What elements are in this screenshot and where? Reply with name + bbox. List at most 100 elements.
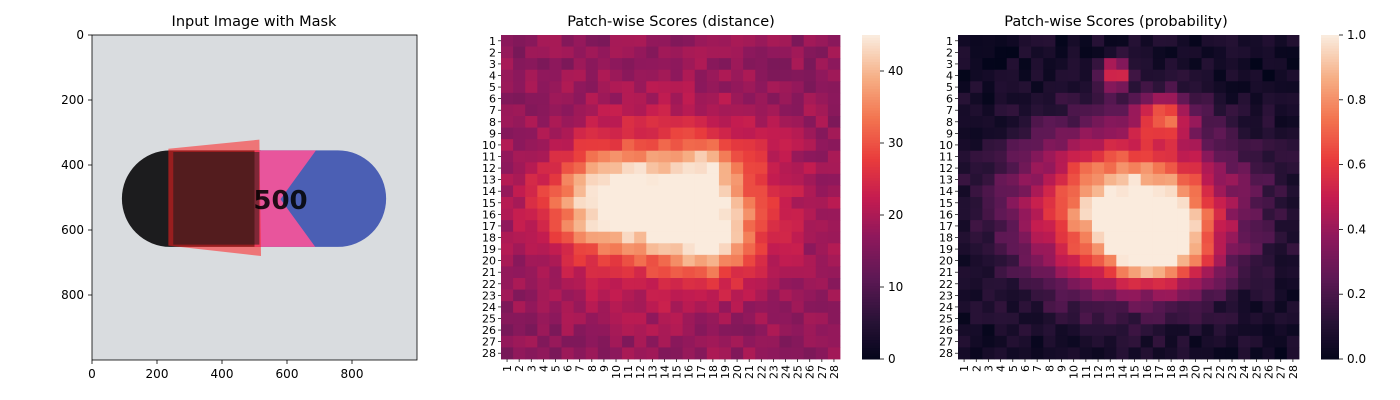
heatmap-cell — [718, 92, 732, 105]
colorbar-segment — [1321, 202, 1339, 206]
heatmap-cell — [513, 324, 526, 337]
heatmap-cell — [670, 243, 684, 256]
colorbar-segment — [1321, 167, 1339, 171]
heatmap-cell — [537, 162, 550, 175]
heatmap-cell — [1177, 324, 1190, 337]
heatmap-cell — [1031, 81, 1044, 94]
heatmap-cell — [513, 231, 526, 244]
heatmap-cell — [731, 173, 744, 186]
col-tick-label: 20 — [731, 365, 744, 379]
heatmap-cell — [1043, 162, 1056, 175]
heatmap-cell — [1067, 150, 1081, 163]
heatmap-cell — [1140, 197, 1154, 209]
heatmap-cell — [767, 301, 780, 314]
heatmap-cell — [573, 162, 587, 175]
heatmap-cell — [1116, 139, 1129, 152]
heatmap-cell — [609, 312, 623, 325]
heatmap-cell — [561, 301, 575, 314]
heatmap-cell — [1177, 58, 1190, 71]
heatmap-cell — [1104, 197, 1117, 209]
heatmap-cell — [1043, 116, 1056, 128]
colorbar-segment — [1321, 253, 1339, 257]
heatmap-cell — [1055, 301, 1069, 314]
heatmap-cell — [1140, 150, 1154, 163]
heatmap-cell — [1213, 347, 1227, 360]
heatmap-cell — [561, 81, 575, 94]
heatmap-cell — [706, 312, 720, 325]
colorbar-segment — [862, 102, 880, 106]
colorbar-segment — [1321, 75, 1339, 79]
heatmap-cell — [609, 197, 623, 209]
heatmap-cell — [561, 35, 575, 47]
heatmap-cell — [585, 197, 599, 209]
heatmap-cell — [1055, 139, 1069, 152]
heatmap-cell — [1006, 278, 1020, 290]
colorbar-segment — [1321, 286, 1339, 290]
heatmap-cell — [958, 289, 971, 302]
heatmap-cell — [670, 220, 684, 233]
heatmap-cell — [585, 46, 599, 59]
heatmap-cell — [658, 116, 671, 128]
heatmap-cell — [561, 127, 575, 140]
heatmap-cell — [1079, 220, 1093, 233]
heatmap-cell — [1165, 69, 1178, 82]
heatmap-cell — [1286, 173, 1300, 186]
heatmap-cell — [609, 46, 623, 59]
colorbar-tick-label: 40 — [888, 64, 903, 78]
heatmap-cell — [573, 116, 587, 128]
heatmap-cell — [1201, 289, 1215, 302]
heatmap-cell — [767, 266, 780, 279]
heatmap-cell — [573, 347, 587, 360]
heatmap-cell — [827, 208, 841, 221]
heatmap-cell — [1043, 35, 1056, 47]
heatmap-cell — [1225, 162, 1239, 175]
heatmap-cell — [982, 312, 995, 325]
colorbar-segment — [862, 180, 880, 184]
heatmap-cell — [501, 335, 514, 348]
heatmap-cell — [561, 46, 575, 59]
heatmap-cell — [767, 312, 780, 325]
heatmap-cell — [694, 220, 708, 233]
heatmap-cell — [791, 162, 805, 175]
heatmap-cell — [791, 58, 805, 71]
heatmap-cell — [1213, 254, 1227, 267]
heatmap-cell — [1152, 231, 1166, 244]
colorbar-segment — [1321, 280, 1339, 284]
heatmap-cell — [731, 301, 744, 314]
colorbar-segment — [862, 288, 880, 292]
heatmap-cell — [767, 150, 780, 163]
heatmap-cell — [1104, 347, 1117, 360]
colorbar-segment — [1321, 291, 1339, 295]
heatmap-cell — [609, 266, 623, 279]
heatmap-cell — [1031, 185, 1044, 198]
colorbar-segment — [1321, 251, 1339, 255]
heatmap-cell — [513, 35, 526, 47]
heatmap-cell — [622, 69, 635, 82]
heatmap-cell — [718, 69, 732, 82]
heatmap-cell — [755, 197, 768, 209]
col-tick-label: 19 — [1177, 365, 1190, 379]
heatmap-cell — [1238, 231, 1251, 244]
heatmap-cell — [743, 92, 756, 105]
heatmap-cell — [537, 92, 550, 105]
heatmap-cell — [779, 185, 792, 198]
heatmap-cell — [682, 127, 696, 140]
heatmap-cell — [1152, 69, 1166, 82]
heatmap-cell — [1055, 324, 1069, 337]
heatmap-cell — [1189, 312, 1202, 325]
heatmap-cell — [1031, 58, 1044, 71]
heatmap-cell — [755, 312, 768, 325]
heatmap-cell — [755, 289, 768, 302]
heatmap-cell — [549, 197, 562, 209]
heatmap-cell — [1213, 69, 1227, 82]
heatmap-cell — [827, 220, 841, 233]
heatmap-cell — [670, 58, 684, 71]
heatmap-cell — [1140, 254, 1154, 267]
heatmap-cell — [634, 139, 647, 152]
heatmap-cell — [1225, 335, 1239, 348]
heatmap-cell — [682, 116, 696, 128]
heatmap-cell — [501, 220, 514, 233]
heatmap-cell — [1079, 150, 1093, 163]
heatmap-cell — [1238, 150, 1251, 163]
heatmap-cell — [1262, 92, 1276, 105]
